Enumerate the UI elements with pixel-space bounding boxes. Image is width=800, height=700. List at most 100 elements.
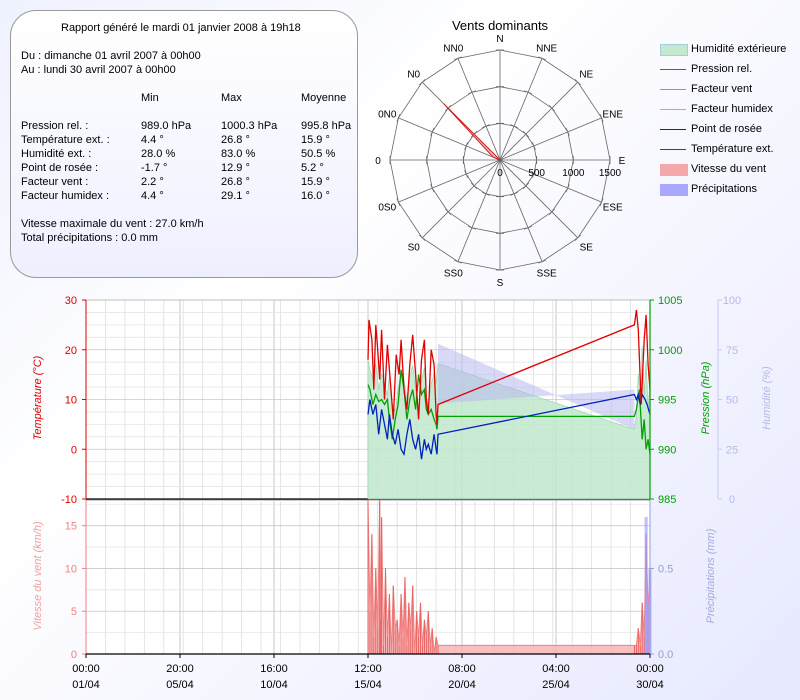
precip-tick-label: 0.5 xyxy=(658,563,673,575)
x-tick-time-label: 00:00 xyxy=(636,663,664,675)
legend-item: Facteur vent xyxy=(660,82,795,98)
dewpoint-line xyxy=(367,392,651,460)
rose-tick xyxy=(599,198,604,206)
pressure-tick-label: 990 xyxy=(658,444,676,456)
pressure-axis-label: Pression (hPa) xyxy=(700,361,712,435)
rose-tick xyxy=(522,130,530,138)
stat-min: 4.4 ° xyxy=(141,190,164,202)
rose-tick xyxy=(482,124,490,129)
rose-tick xyxy=(468,90,476,95)
rose-tick xyxy=(464,170,469,178)
stat-min: 989.0 hPa xyxy=(141,120,192,132)
rose-tick xyxy=(396,198,401,206)
temperature-tick-label: 0 xyxy=(71,444,77,456)
rose-direction-label: NN0 xyxy=(443,43,463,54)
rose-direction-label: NE xyxy=(579,70,593,81)
legend-label: Point de rosée xyxy=(691,123,762,135)
legend-label: Précipitations xyxy=(691,183,758,195)
summary-panel: Rapport généré le mardi 01 janvier 2008 … xyxy=(10,10,358,278)
rose-tick xyxy=(574,234,581,241)
legend-item: Humidité extérieure xyxy=(660,42,795,58)
stat-max: 83.0 % xyxy=(221,148,256,160)
legend-label: Facteur vent xyxy=(691,83,753,95)
pressure-tick-label: 1000 xyxy=(658,345,682,357)
rose-direction-label: 0 xyxy=(375,156,381,167)
rose-tick xyxy=(524,90,532,95)
max-wind-text: Vitesse maximale du vent : 27.0 km/h xyxy=(21,218,204,230)
stat-min: 4.4 ° xyxy=(141,134,164,146)
stat-max: 1000.3 hPa xyxy=(221,120,278,132)
rose-tick xyxy=(538,259,546,264)
rose-direction-label: SE xyxy=(580,242,594,253)
rose-tick xyxy=(482,191,490,196)
stat-label: Température ext. : xyxy=(21,134,110,146)
legend-swatch xyxy=(660,69,686,70)
stat-avg: 16.0 ° xyxy=(301,190,330,202)
rose-direction-label: N xyxy=(496,34,503,45)
precip-bar xyxy=(645,602,649,654)
rose-spoke xyxy=(499,159,543,262)
rose-spoke xyxy=(499,117,602,161)
legend-swatch xyxy=(660,89,686,90)
header-average: Moyenne xyxy=(301,92,347,104)
rose-radial-tick-label: 0 xyxy=(497,168,503,179)
rose-spoke xyxy=(499,159,602,203)
rose-tick xyxy=(445,208,452,215)
legend-label: Facteur humidex xyxy=(691,103,773,115)
stat-label: Facteur humidex : xyxy=(21,190,110,202)
legend-item: Pression rel. xyxy=(660,62,795,78)
humidity-tick-label: 75 xyxy=(726,345,738,357)
rose-tick xyxy=(454,56,462,61)
x-tick-date-label: 01/04 xyxy=(72,679,100,691)
humidity-tick-label: 25 xyxy=(726,444,738,456)
rose-direction-label: S0 xyxy=(408,242,421,253)
rose-tick xyxy=(470,182,478,190)
legend-swatch xyxy=(660,44,688,56)
rose-tick xyxy=(430,128,435,136)
stat-min: 2.2 ° xyxy=(141,176,164,188)
rose-spoke xyxy=(457,58,501,161)
wind-speed-axis-label: Vitesse du vent (km/h) xyxy=(32,521,44,631)
temperature-tick-label: -10 xyxy=(61,494,77,506)
humidity-tick-label: 0 xyxy=(729,494,735,506)
x-tick-time-label: 04:00 xyxy=(542,663,570,675)
pressure-tick-label: 995 xyxy=(658,395,676,407)
rose-data-area xyxy=(443,103,501,161)
rose-tick xyxy=(548,208,555,215)
precip-tick-label: 0.0 xyxy=(658,649,673,661)
rose-tick xyxy=(548,105,555,112)
rose-tick xyxy=(538,56,546,61)
legend-label: Humidité extérieure xyxy=(691,43,787,55)
wind-tick-label: 5 xyxy=(71,606,77,618)
stat-min: -1.7 ° xyxy=(141,162,168,174)
rose-tick xyxy=(419,234,426,241)
rose-direction-label: ESE xyxy=(603,203,623,214)
pressure-tick-label: 1005 xyxy=(658,295,682,307)
rose-tick xyxy=(510,124,518,129)
rose-direction-label: N0 xyxy=(407,70,420,81)
rose-tick xyxy=(574,79,581,86)
legend-swatch xyxy=(660,184,688,196)
header-min: Min xyxy=(141,92,159,104)
legend-item: Précipitations xyxy=(660,182,795,198)
legend-swatch xyxy=(660,109,686,110)
stat-label: Facteur vent : xyxy=(21,176,89,188)
wind-tick-label: 15 xyxy=(65,521,77,533)
legend-item: Point de rosée xyxy=(660,122,795,138)
stat-max: 26.8 ° xyxy=(221,134,250,146)
rose-spoke xyxy=(457,159,501,262)
stat-label: Humidité ext. : xyxy=(21,148,92,160)
stat-avg: 15.9 ° xyxy=(301,176,330,188)
rose-spoke xyxy=(421,159,501,239)
wind-tick-label: 10 xyxy=(65,563,77,575)
legend-label: Vitesse du vent xyxy=(691,163,767,175)
stat-avg: 50.5 % xyxy=(301,148,336,160)
x-tick-time-label: 00:00 xyxy=(72,663,100,675)
rose-tick xyxy=(531,142,536,150)
legend-item: Température ext. xyxy=(660,142,795,158)
x-tick-date-label: 30/04 xyxy=(636,679,664,691)
rose-tick xyxy=(454,259,462,264)
